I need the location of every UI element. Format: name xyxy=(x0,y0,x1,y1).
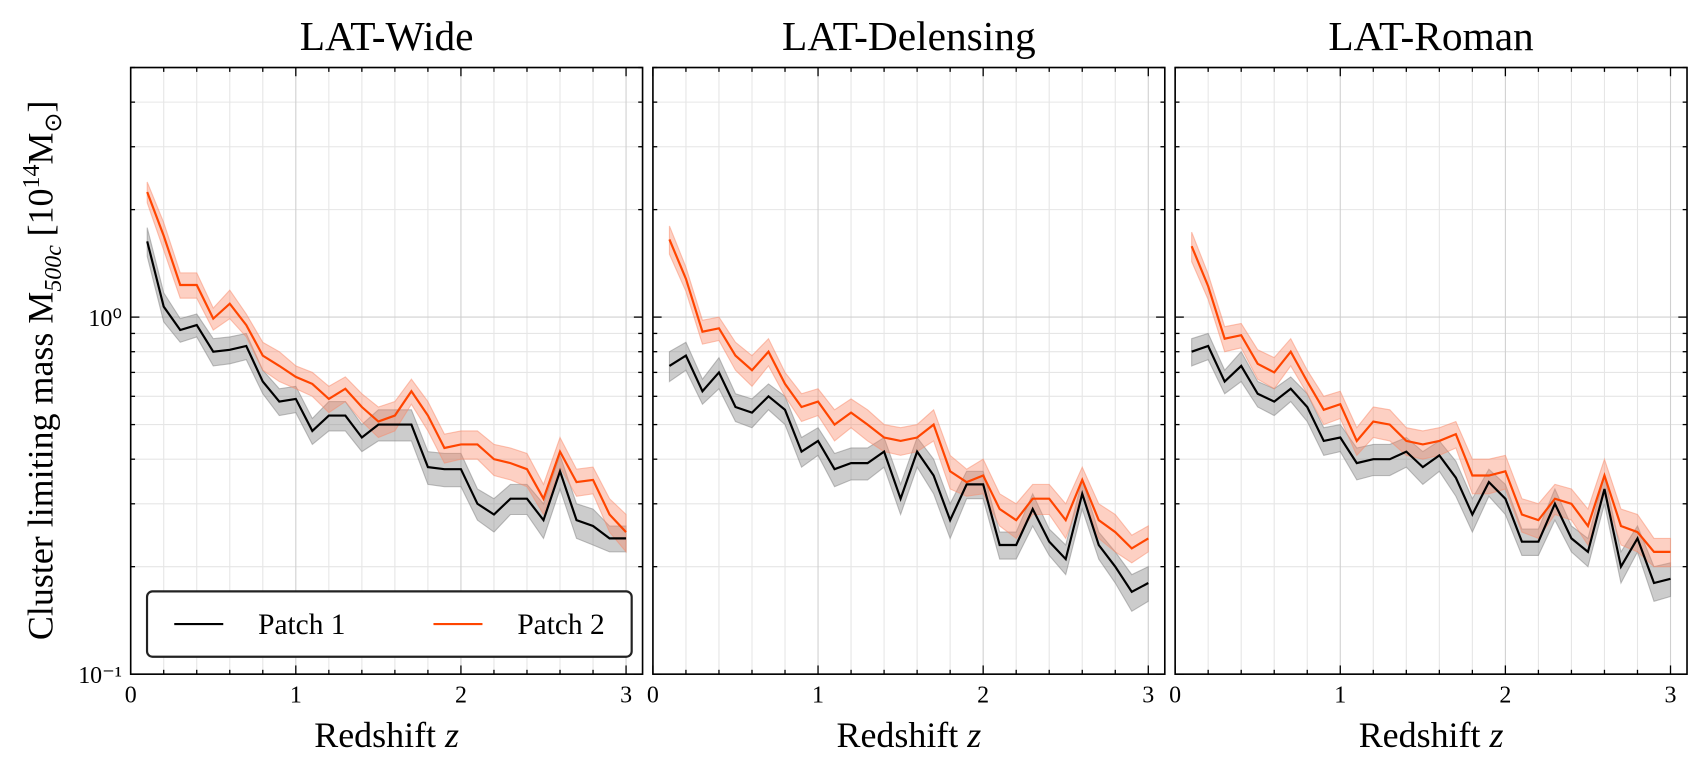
y-axis-label: Cluster limiting mass M500c [1014M⊙] xyxy=(19,101,67,641)
series-line xyxy=(146,191,627,533)
y-label-text: Cluster limiting mass M xyxy=(20,292,60,640)
error-band xyxy=(146,181,627,554)
plot-frame xyxy=(652,66,1166,675)
series-line xyxy=(668,354,1149,594)
x-axis-label: Redshift z xyxy=(1359,715,1504,755)
chart-title: LAT-Roman xyxy=(1328,13,1534,59)
y-label-exp: 14 xyxy=(19,165,45,189)
error-band xyxy=(1191,231,1672,568)
y-tick-label: 10⁰ xyxy=(88,306,122,332)
legend-label: Patch 2 xyxy=(517,609,604,641)
y-label-sub: 500c xyxy=(41,245,67,292)
series-line xyxy=(146,241,627,540)
y-label-close: ] xyxy=(20,101,60,113)
series-line xyxy=(668,239,1149,550)
plot-frame xyxy=(1174,66,1688,675)
x-tick-label: 3 xyxy=(1665,682,1677,708)
series-line xyxy=(1191,344,1671,585)
y-label-open: [10 xyxy=(20,188,60,236)
x-tick-label: 1 xyxy=(812,682,824,708)
x-axis-label-var: z xyxy=(444,715,459,755)
x-tick-label: 1 xyxy=(290,682,302,708)
x-axis-label-var: z xyxy=(1488,715,1503,755)
legend-box xyxy=(145,590,633,658)
y-label-unit-sub: ⊙ xyxy=(41,112,67,132)
chart-title: LAT-Wide xyxy=(300,13,474,59)
legend-label: Patch 1 xyxy=(258,609,345,641)
x-tick-label: 3 xyxy=(620,682,632,708)
y-tick-label: 10⁻¹ xyxy=(78,663,122,689)
error-band xyxy=(1191,332,1672,602)
x-axis-label: Redshift z xyxy=(314,715,459,755)
error-band xyxy=(668,225,1149,564)
plot-frame xyxy=(129,66,644,675)
x-tick-label: 2 xyxy=(1499,682,1511,708)
x-axis-label-var: z xyxy=(966,715,981,755)
x-axis-label-text: Redshift xyxy=(314,715,436,755)
x-tick-label: 1 xyxy=(1334,682,1346,708)
x-tick-label: 2 xyxy=(455,682,467,708)
x-tick-label: 3 xyxy=(1142,682,1154,708)
x-axis-label-text: Redshift xyxy=(836,715,958,755)
x-axis-label-text: Redshift xyxy=(1359,715,1481,755)
x-tick-label: 2 xyxy=(977,682,989,708)
x-tick-label: 0 xyxy=(647,682,659,708)
x-axis-label: Redshift z xyxy=(836,715,981,755)
x-tick-label: 0 xyxy=(1169,682,1181,708)
y-label-unit: M xyxy=(20,133,60,165)
x-tick-label: 0 xyxy=(125,682,137,708)
series-line xyxy=(1190,245,1671,553)
chart-title: LAT-Delensing xyxy=(782,13,1036,59)
